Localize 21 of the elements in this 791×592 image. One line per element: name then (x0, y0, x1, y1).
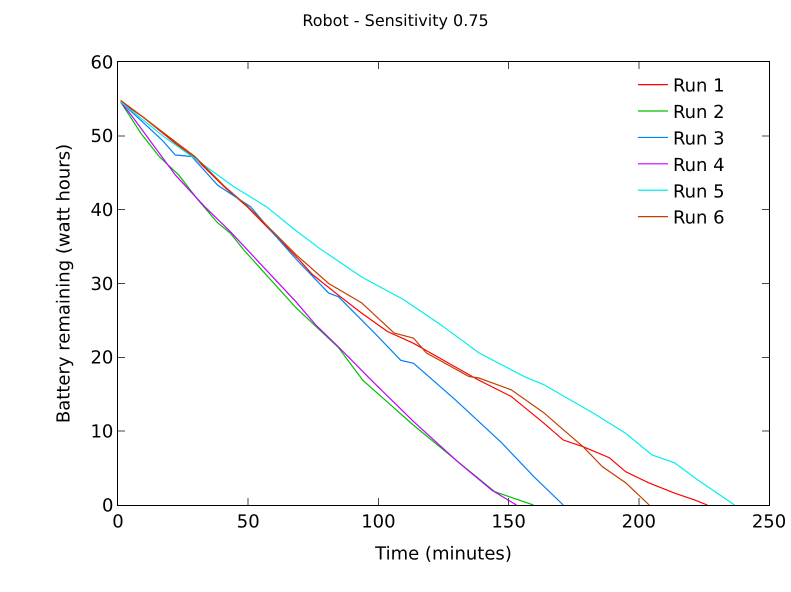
legend-label: Run 2 (672, 102, 725, 124)
y-axis-title: Battery remaining (watt hours) (54, 144, 75, 424)
legend-label: Run 4 (672, 154, 725, 176)
y-tick-label: 30 (90, 274, 114, 295)
x-tick-label: 200 (622, 512, 656, 533)
y-tick-label: 40 (90, 200, 114, 221)
y-tick-label: 10 (90, 421, 114, 442)
x-axis-title: Time (minutes) (374, 544, 512, 565)
legend-label: Run 1 (672, 76, 725, 97)
x-tick-label: 50 (236, 512, 260, 533)
x-tick-label: 100 (361, 512, 396, 533)
y-tick-label: 20 (90, 348, 114, 369)
y-tick-label: 50 (90, 126, 114, 148)
y-tick-label: 0 (102, 495, 114, 516)
y-tick-label: 60 (90, 52, 114, 74)
x-tick-label: 150 (491, 512, 526, 533)
chart-title: Robot - Sensitivity 0.75 (302, 11, 489, 30)
legend-label: Run 3 (672, 128, 725, 150)
legend-label: Run 6 (672, 208, 725, 229)
legend-label: Run 5 (672, 181, 725, 202)
x-tick-label: 250 (752, 512, 786, 533)
